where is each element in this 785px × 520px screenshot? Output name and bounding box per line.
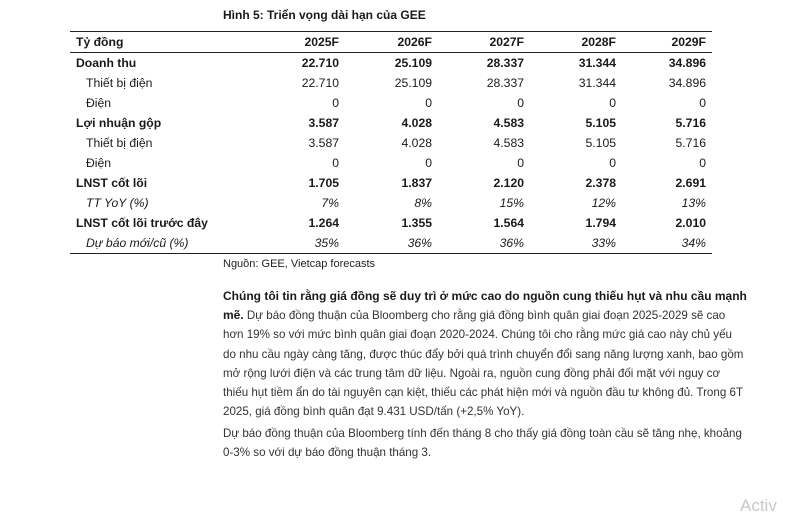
table-cell: 5.716 [675, 136, 707, 150]
table-cell: 0 [699, 156, 706, 170]
row-label: Dự báo mới/cũ (%) [86, 236, 189, 250]
table-cell: 36% [407, 236, 432, 250]
row-label: Điện [86, 156, 112, 170]
activation-watermark: Activ [740, 496, 777, 515]
table-cell: 15% [499, 196, 524, 210]
table-cell: 0 [609, 156, 616, 170]
paragraph-lead: Chúng tôi tin rằng giá đồng sẽ duy trì ở… [223, 289, 747, 323]
table-cell: 1.705 [308, 176, 340, 190]
row-label: TT YoY (%) [86, 196, 149, 210]
table-cell: 4.028 [401, 116, 433, 130]
table-cell: 13% [681, 196, 706, 210]
table-cell: 1.264 [308, 216, 340, 230]
table-cell: 0 [699, 96, 706, 110]
table-row: Điện 0 0 0 0 0 [70, 93, 712, 113]
table-cell: 34.896 [668, 56, 706, 70]
table-row: Thiết bị điện 22.710 25.109 28.337 31.344 34.… [70, 73, 712, 93]
table-cell: 5.716 [675, 116, 707, 130]
source-note: Nguồn: GEE, Vietcap forecasts [223, 258, 376, 270]
row-label: Thiết bị điện [86, 76, 153, 90]
table-cell: 2.378 [585, 176, 617, 190]
table-cell: 0 [332, 156, 339, 170]
table-cell: 33% [591, 236, 616, 250]
table-cell: 8% [414, 196, 432, 210]
table-cell: 28.337 [486, 76, 524, 90]
table-cell: 5.105 [585, 136, 617, 150]
table-row: Dự báo mới/cũ (%) 35% 36% 36% 33% 34% [70, 233, 712, 254]
table-cell: 22.710 [301, 56, 339, 70]
table-cell: 0 [425, 156, 432, 170]
table-row: Lợi nhuận gộp 3.587 4.028 4.583 5.105 5.716 [70, 113, 712, 133]
table-cell: 35% [314, 236, 339, 250]
table-cell: 31.344 [578, 76, 616, 90]
table-row: Điện 0 0 0 0 0 [70, 153, 712, 173]
table-cell: 22.710 [301, 76, 339, 90]
table-cell: 2.691 [675, 176, 707, 190]
unit-header: Tỷ đồng [70, 31, 244, 53]
table-cell: 0 [425, 96, 432, 110]
row-label: LNST cốt lõi trước đây [76, 216, 208, 230]
column-header: 2027F [432, 31, 524, 53]
table-cell: 7% [321, 196, 339, 210]
table-cell: 12% [591, 196, 616, 210]
forecast-table: Tỷ đồng 2025F 2026F 2027F 2028F 2029F Do… [70, 31, 712, 254]
table-cell: 36% [499, 236, 524, 250]
column-header: 2029F [616, 31, 712, 53]
table-cell: 3.587 [308, 116, 340, 130]
table-cell: 0 [332, 96, 339, 110]
table-cell: 1.837 [401, 176, 433, 190]
table-cell: 0 [517, 96, 524, 110]
paragraph-copper-outlook: Chúng tôi tin rằng giá đồng sẽ duy trì ở… [223, 287, 747, 421]
table-cell: 4.028 [401, 136, 433, 150]
table-row: LNST cốt lõi 1.705 1.837 2.120 2.378 2.691 [70, 173, 712, 193]
table-cell: 5.105 [585, 116, 617, 130]
table-row: LNST cốt lõi trước đây 1.264 1.355 1.564 1.7… [70, 213, 712, 233]
table-cell: 4.583 [493, 116, 525, 130]
row-label: Điện [86, 96, 112, 110]
table-cell: 0 [609, 96, 616, 110]
table-cell: 2.120 [493, 176, 525, 190]
column-header: 2026F [339, 31, 432, 53]
table-cell: 34.896 [668, 76, 706, 90]
table-row: TT YoY (%) 7% 8% 15% 12% 13% [70, 193, 712, 213]
column-header: 2028F [524, 31, 616, 53]
table-cell: 31.344 [578, 56, 616, 70]
column-header: 2025F [244, 31, 339, 53]
table-cell: 2.010 [675, 216, 707, 230]
table-cell: 34% [681, 236, 706, 250]
table-header-row: Tỷ đồng 2025F 2026F 2027F 2028F 2029F [70, 31, 712, 53]
row-label: Lợi nhuận gộp [76, 116, 162, 130]
table-cell: 28.337 [486, 56, 524, 70]
table-cell: 25.109 [394, 76, 432, 90]
table-cell: 1.355 [401, 216, 433, 230]
table-cell: 25.109 [394, 56, 432, 70]
row-label: Doanh thu [76, 56, 137, 70]
figure-title: Hình 5: Triển vọng dài hạn của GEE [223, 8, 426, 22]
table-row: Thiết bị điện 3.587 4.028 4.583 5.105 5.716 [70, 133, 712, 153]
paragraph-bloomberg-consensus: Dự báo đồng thuận của Bloomberg tính đến… [223, 427, 742, 460]
table-row: Doanh thu 22.710 25.109 28.337 31.344 34.896 [70, 53, 712, 74]
table-cell: 1.794 [585, 216, 617, 230]
table-cell: 4.583 [493, 136, 525, 150]
row-label: LNST cốt lõi [76, 176, 148, 190]
table-cell: 1.564 [493, 216, 525, 230]
paragraph-body: Dự báo đồng thuận của Bloomberg cho rằng… [223, 309, 744, 419]
row-label: Thiết bị điện [86, 136, 153, 150]
table-cell: 3.587 [308, 136, 340, 150]
table-cell: 0 [517, 156, 524, 170]
